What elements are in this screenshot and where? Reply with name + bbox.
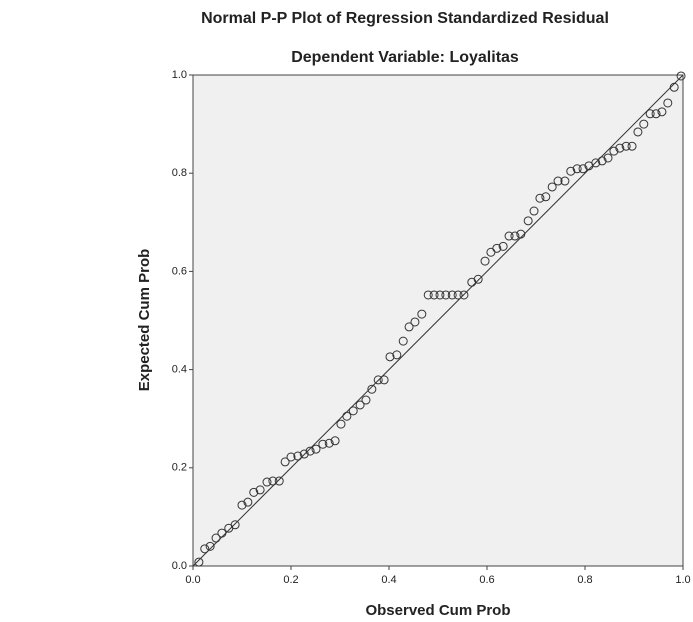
x-tick-label: 0.0 xyxy=(185,574,200,586)
chart: Normal P-P Plot of Regression Standardiz… xyxy=(0,0,693,622)
y-axis-title: Expected Cum Prob xyxy=(136,249,153,392)
y-tick-label: 0.6 xyxy=(172,265,187,277)
y-tick-label: 1.0 xyxy=(172,69,187,81)
chart-title: Normal P-P Plot of Regression Standardiz… xyxy=(201,10,609,27)
x-tick-label: 0.6 xyxy=(479,574,494,586)
chart-subtitle: Dependent Variable: Loyalitas xyxy=(291,49,519,66)
y-tick-label: 0.8 xyxy=(172,167,187,179)
x-tick-label: 0.8 xyxy=(577,574,592,586)
x-axis-title: Observed Cum Prob xyxy=(365,602,510,619)
y-tick-label: 0.0 xyxy=(172,560,187,572)
y-tick-label: 0.2 xyxy=(172,462,187,474)
y-tick-label: 0.4 xyxy=(172,364,187,376)
x-tick-label: 0.2 xyxy=(283,574,298,586)
x-tick-label: 1.0 xyxy=(675,574,690,586)
x-tick-label: 0.4 xyxy=(381,574,396,586)
